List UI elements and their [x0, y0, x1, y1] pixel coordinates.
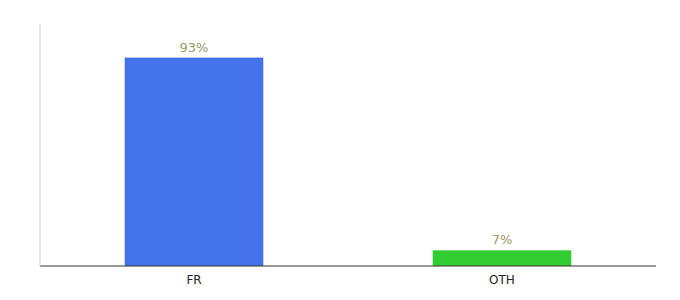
- data-label: 93%: [180, 40, 209, 55]
- bar: [433, 250, 572, 266]
- bars: [125, 58, 572, 266]
- x-tick-label: FR: [186, 273, 201, 287]
- chart: FR OTH 93% 7%: [0, 0, 680, 300]
- bar: [125, 58, 264, 266]
- x-axis-line: [40, 266, 656, 267]
- y-axis-line: [40, 24, 41, 266]
- x-tick-label: OTH: [489, 273, 515, 287]
- data-label: 7%: [492, 232, 513, 247]
